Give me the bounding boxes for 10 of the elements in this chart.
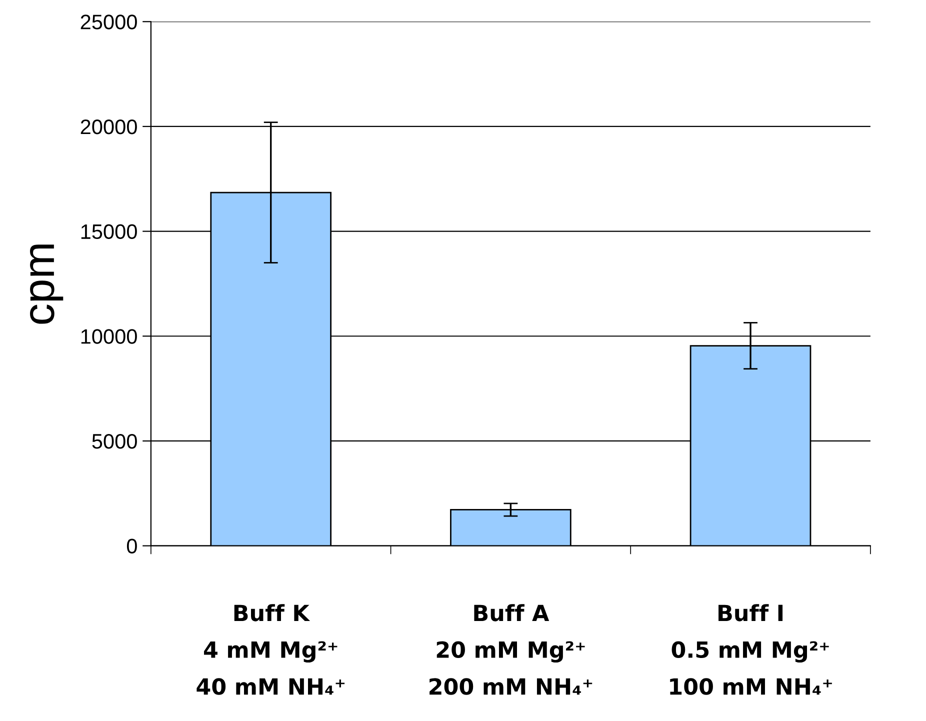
- x-tick-label: Buff A 20 mM Mg²⁺ 200 mM NH₄⁺: [430, 604, 592, 695]
- y-tick-label: 20000: [80, 119, 137, 134]
- y-tick-label: 25000: [80, 14, 137, 30]
- y-axis-title: cpm: [30, 244, 64, 324]
- x-tick-label: Buff I 0.5 mM Mg²⁺ 100 mM NH₄⁺: [670, 604, 832, 695]
- y-tick-label: 10000: [81, 329, 137, 344]
- y-tick-label: 0: [126, 538, 137, 554]
- y-tick-label: 5000: [92, 434, 137, 449]
- y-tick-label: 15000: [81, 224, 137, 240]
- x-tick-label: Buff K 4 mM Mg²⁺ 40 mM NH₄⁺: [196, 604, 345, 695]
